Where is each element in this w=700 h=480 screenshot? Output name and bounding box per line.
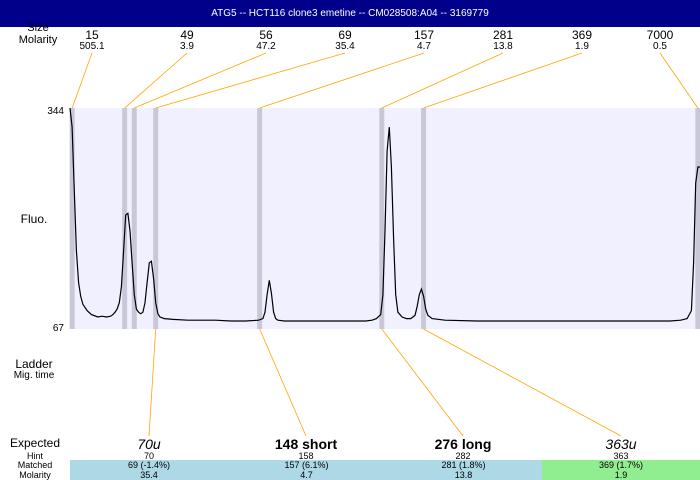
matched-molarity-value: 1.9 <box>614 470 628 480</box>
peak-size-label: 49 <box>180 28 194 42</box>
peak-molarity-label: 3.9 <box>180 41 194 52</box>
hint-value: 363 <box>613 451 629 461</box>
peak-connector-line <box>659 52 699 109</box>
hint-value: 70 <box>143 451 155 461</box>
marker-band <box>122 108 128 329</box>
matched-row-label: Matched <box>17 460 53 470</box>
matched-value: 369 (1.7%) <box>598 460 644 470</box>
matched-cell: 281 (1.8%) 13.8 <box>385 460 542 480</box>
peak-size-label: 7000 <box>646 28 674 42</box>
matched-value: 69 (-1.4%) <box>127 460 171 470</box>
hint-row-label: Hint <box>26 451 43 461</box>
expected-peak-label: 363u <box>605 436 637 452</box>
expected-connector-line <box>381 328 464 437</box>
y-tick-bottom: 67 <box>52 323 64 334</box>
peak-size-label: 56 <box>259 28 273 42</box>
expected-connector-line <box>259 328 307 437</box>
marker-band <box>421 108 427 329</box>
marker-band <box>257 108 263 329</box>
peak-size-label: 369 <box>571 28 593 42</box>
expected-peak-label: 148 short <box>274 436 338 452</box>
peak-connector-line <box>134 52 267 109</box>
matched-molarity-value: 13.8 <box>454 470 473 480</box>
molarity-bottom-row-label: Molarity <box>19 470 51 480</box>
peak-molarity-label: 0.5 <box>653 41 667 52</box>
expected-connector-line <box>148 328 157 437</box>
matched-cell: 69 (-1.4%) 35.4 <box>70 460 228 480</box>
marker-band <box>131 108 137 329</box>
y-tick-top: 344 <box>47 106 64 117</box>
fluorescence-trace <box>69 107 700 322</box>
expected-connector-line <box>423 328 622 437</box>
hint-value: 158 <box>298 451 314 461</box>
matched-molarity-value: 35.4 <box>140 470 158 480</box>
matched-value: 157 (6.1%) <box>284 460 329 470</box>
expected-row-label: Expected <box>9 436 61 450</box>
peak-connector-line <box>71 52 93 109</box>
peak-size-label: 69 <box>338 28 352 42</box>
hint-value: 282 <box>455 451 471 461</box>
peak-connector-line <box>155 52 346 109</box>
mig-time-row-label: Mig. time <box>13 370 55 381</box>
matched-cell: 369 (1.7%) 1.9 <box>542 460 700 480</box>
peak-molarity-label: 47.2 <box>256 41 276 52</box>
expected-peak-label: 276 long <box>434 436 492 452</box>
marker-band <box>695 108 700 329</box>
matched-value: 281 (1.8%) <box>441 460 486 470</box>
peak-molarity-label: 13.8 <box>493 41 513 52</box>
peak-molarity-label: 1.9 <box>575 41 589 52</box>
size-row-label: Size <box>27 22 49 34</box>
matched-molarity-value: 4.7 <box>300 470 313 480</box>
expected-peak-label: 70u <box>137 436 161 452</box>
marker-band <box>69 108 75 329</box>
peak-size-label: 281 <box>492 28 514 42</box>
peak-molarity-label: 4.7 <box>417 41 431 52</box>
matched-cell: 157 (6.1%) 4.7 <box>228 460 385 480</box>
chart-title: ATG5 -- HCT116 clone3 emetine -- CM02850… <box>0 0 700 27</box>
y-axis-label: Fluo. <box>20 212 48 226</box>
peak-connector-line <box>381 52 504 109</box>
peak-size-label: 157 <box>413 28 435 42</box>
peak-connector-line <box>259 52 425 109</box>
peak-connector-line <box>124 52 188 109</box>
marker-band <box>153 108 159 329</box>
peak-connector-line <box>423 52 583 109</box>
ladder-row-label: Ladder <box>15 357 53 371</box>
molarity-top-row-label: Molarity <box>18 34 58 46</box>
peak-size-label: 15 <box>85 28 99 42</box>
peak-molarity-label: 35.4 <box>335 41 355 52</box>
peak-molarity-label: 505.1 <box>79 41 105 52</box>
marker-band <box>379 108 385 329</box>
